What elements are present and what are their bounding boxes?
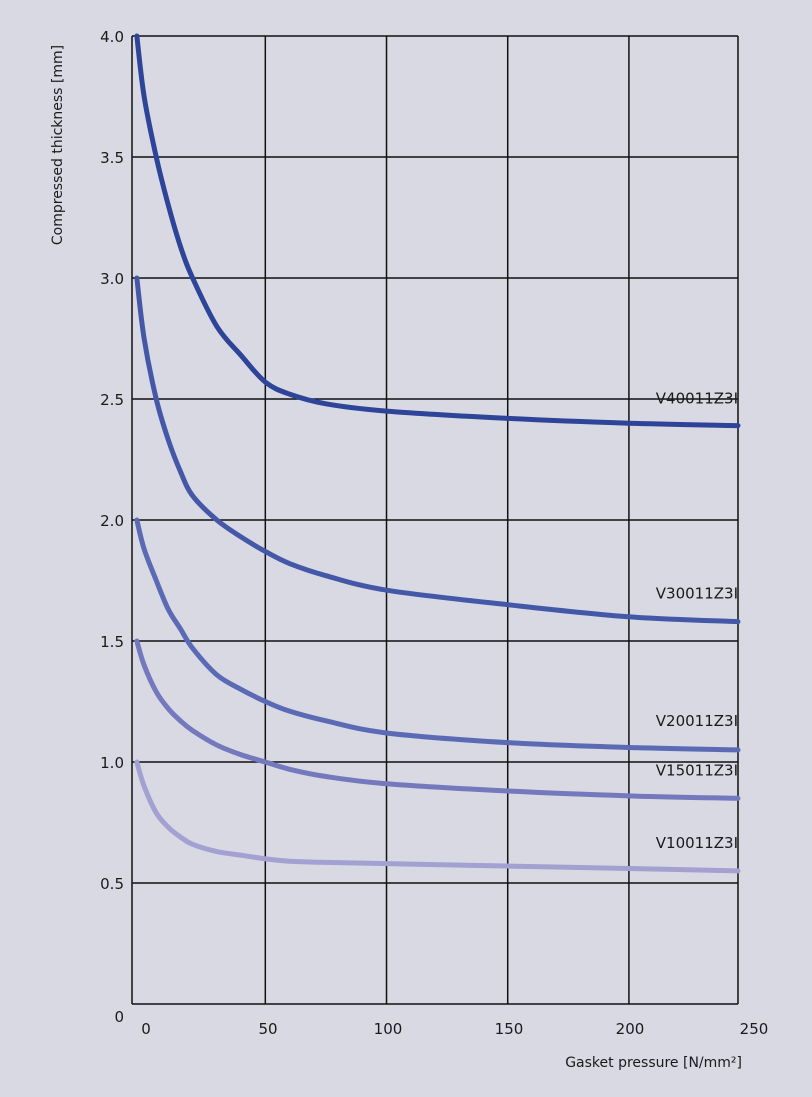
y-tick-label: 0 [114,1008,124,1026]
y-tick-label: 2.5 [100,391,124,409]
y-tick-label: 3.5 [100,149,124,167]
x-tick-label: 250 [740,1020,769,1038]
grid [131,35,739,1005]
y-tick-label: 0.5 [100,875,124,893]
series-label: V40011Z3I [656,390,738,408]
series-label: V10011Z3I [656,834,738,852]
x-tick-label: 150 [495,1020,524,1038]
y-tick-label: 4.0 [100,28,124,46]
x-axis-label: Gasket pressure [N/mm²] [565,1055,742,1071]
series-label: V30011Z3I [656,585,738,603]
series-line-v20011z3i [134,517,741,753]
y-tick-label: 2.0 [100,512,124,530]
y-tick-label: 3.0 [100,270,124,288]
series-label: V20011Z3I [656,712,738,730]
y-axis-label: Compressed thickness [mm] [50,45,66,245]
y-tick-label: 1.0 [100,754,124,772]
x-tick-label: 50 [258,1020,277,1038]
x-tick-label: 0 [141,1020,151,1038]
y-tick-label: 1.5 [100,633,124,651]
series-line-v15011z3i [134,638,741,801]
series-line-v10011z3i [134,759,741,874]
x-tick-label: 200 [616,1020,645,1038]
series-line-v40011z3i [134,33,741,429]
series-label: V15011Z3I [656,761,738,779]
x-tick-label: 100 [374,1020,403,1038]
tick-labels: 0 0.5 1.0 1.5 2.0 2.5 3.0 3.5 4.0 0 50 100 150 200 250 [100,28,768,1038]
series-layer [134,33,741,874]
series-labels: V40011Z3I V30011Z3I V20011Z3I V15011Z3I V100… [656,390,738,852]
series-line-v30011z3i [134,275,741,625]
